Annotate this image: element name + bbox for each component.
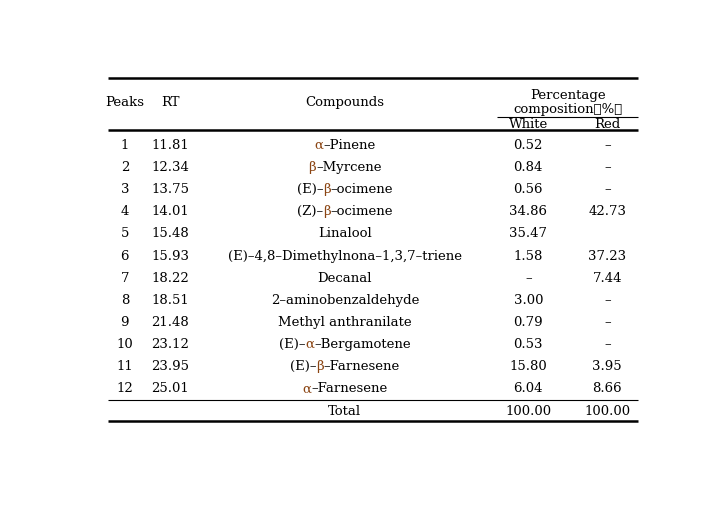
Text: White: White — [509, 118, 548, 131]
Text: 11: 11 — [116, 360, 133, 373]
Text: 6: 6 — [121, 249, 129, 263]
Text: 10: 10 — [116, 338, 133, 351]
Text: RT: RT — [161, 96, 179, 109]
Text: 15.93: 15.93 — [151, 249, 189, 263]
Text: –: – — [525, 272, 531, 285]
Text: (E)–: (E)– — [296, 183, 323, 196]
Text: 0.53: 0.53 — [513, 338, 543, 351]
Text: Red: Red — [594, 118, 620, 131]
Text: 18.51: 18.51 — [151, 294, 189, 307]
Text: Methyl anthranilate: Methyl anthranilate — [278, 316, 412, 329]
Text: (Z)–: (Z)– — [297, 205, 323, 218]
Text: 12.34: 12.34 — [151, 161, 189, 174]
Text: 13.75: 13.75 — [151, 183, 189, 196]
Text: Percentage: Percentage — [530, 89, 606, 102]
Text: 0.84: 0.84 — [513, 161, 543, 174]
Text: 11.81: 11.81 — [151, 139, 189, 152]
Text: 23.95: 23.95 — [151, 360, 189, 373]
Text: 14.01: 14.01 — [151, 205, 189, 218]
Text: 8: 8 — [121, 294, 129, 307]
Text: 12: 12 — [116, 382, 133, 395]
Text: 1.58: 1.58 — [513, 249, 543, 263]
Text: 15.48: 15.48 — [151, 227, 189, 241]
Text: –: – — [604, 183, 611, 196]
Text: Decanal: Decanal — [317, 272, 372, 285]
Text: (E)–: (E)– — [279, 338, 305, 351]
Text: 35.47: 35.47 — [510, 227, 547, 241]
Text: 100.00: 100.00 — [505, 405, 551, 418]
Text: 3.00: 3.00 — [513, 294, 543, 307]
Text: –Bergamotene: –Bergamotene — [314, 338, 411, 351]
Text: –ocimene: –ocimene — [331, 183, 393, 196]
Text: –: – — [604, 161, 611, 174]
Text: 3: 3 — [121, 183, 129, 196]
Text: 21.48: 21.48 — [151, 316, 189, 329]
Text: –Pinene: –Pinene — [323, 139, 376, 152]
Text: –: – — [604, 316, 611, 329]
Text: –: – — [604, 338, 611, 351]
Text: –: – — [604, 294, 611, 307]
Text: α: α — [305, 338, 314, 351]
Text: 34.86: 34.86 — [510, 205, 547, 218]
Text: 42.73: 42.73 — [588, 205, 626, 218]
Text: 23.12: 23.12 — [151, 338, 189, 351]
Text: 15.80: 15.80 — [510, 360, 547, 373]
Text: Total: Total — [328, 405, 362, 418]
Text: –Farnesene: –Farnesene — [324, 360, 400, 373]
Text: α: α — [302, 382, 311, 395]
Text: 1: 1 — [121, 139, 129, 152]
Text: β: β — [323, 205, 331, 218]
Text: –: – — [604, 139, 611, 152]
Text: α: α — [314, 139, 323, 152]
Text: –Farnesene: –Farnesene — [311, 382, 387, 395]
Text: 4: 4 — [121, 205, 129, 218]
Text: Linalool: Linalool — [318, 227, 372, 241]
Text: (E)–: (E)– — [290, 360, 316, 373]
Text: 7.44: 7.44 — [593, 272, 622, 285]
Text: 2–aminobenzaldehyde: 2–aminobenzaldehyde — [271, 294, 419, 307]
Text: 25.01: 25.01 — [151, 382, 189, 395]
Text: composition（%）: composition（%） — [513, 103, 622, 117]
Text: (E)–4,8–Dimethylnona–1,3,7–triene: (E)–4,8–Dimethylnona–1,3,7–triene — [228, 249, 462, 263]
Text: 2: 2 — [121, 161, 129, 174]
Text: 18.22: 18.22 — [151, 272, 189, 285]
Text: Compounds: Compounds — [305, 96, 384, 109]
Text: 6.04: 6.04 — [513, 382, 543, 395]
Text: 3.95: 3.95 — [593, 360, 622, 373]
Text: –Myrcene: –Myrcene — [316, 161, 381, 174]
Text: 5: 5 — [121, 227, 129, 241]
Text: 9: 9 — [121, 316, 129, 329]
Text: β: β — [316, 360, 324, 373]
Text: 8.66: 8.66 — [593, 382, 622, 395]
Text: β: β — [323, 183, 331, 196]
Text: 37.23: 37.23 — [588, 249, 626, 263]
Text: Peaks: Peaks — [106, 96, 144, 109]
Text: 0.79: 0.79 — [513, 316, 543, 329]
Text: 100.00: 100.00 — [584, 405, 630, 418]
Text: β: β — [309, 161, 316, 174]
Text: –ocimene: –ocimene — [331, 205, 393, 218]
Text: 0.52: 0.52 — [513, 139, 543, 152]
Text: 7: 7 — [121, 272, 129, 285]
Text: 0.56: 0.56 — [513, 183, 543, 196]
